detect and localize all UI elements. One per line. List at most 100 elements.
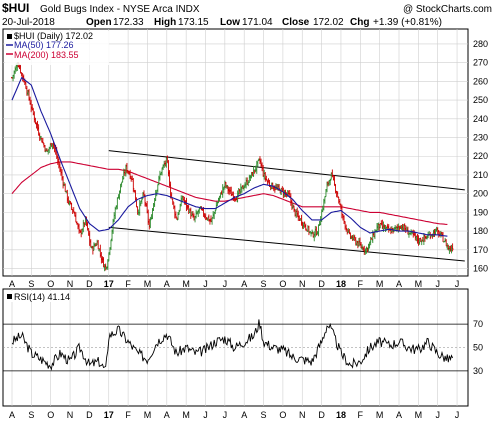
ohlc-bar xyxy=(451,243,454,252)
price-x-tick-label: A xyxy=(164,279,170,289)
open-label: Open xyxy=(86,17,112,28)
rsi-x-axis: A S O N D 17 F M A M J J A S O N D 18 F M A M J J xyxy=(9,410,459,420)
date-label: 20-Jul-2018 xyxy=(2,17,55,28)
price-x-tick-label: S xyxy=(28,279,34,289)
price-y-tick-label: 230 xyxy=(473,133,488,143)
price-x-tick-label: M xyxy=(415,279,423,289)
ohlc-bar xyxy=(225,184,228,190)
ohlc-bar xyxy=(336,191,339,198)
price-y-tick-label: 280 xyxy=(473,39,488,49)
ohlc-bar xyxy=(39,135,42,141)
ohlc-bar xyxy=(41,137,44,144)
legend-ma200: MA(200) 183.55 xyxy=(6,50,79,60)
price-grid xyxy=(3,29,468,276)
rsi-x-tick-label: J xyxy=(203,410,208,420)
rsi-x-tick-label: D xyxy=(86,410,93,420)
high-label: High xyxy=(154,17,176,28)
price-y-tick-label: 190 xyxy=(473,207,488,217)
rsi-x-tick-label: A xyxy=(164,410,170,420)
legend-ma200-text: MA(200) 183.55 xyxy=(14,50,79,60)
rsi-y-tick-label: 70 xyxy=(473,319,483,329)
ohlc-bar xyxy=(293,205,296,212)
ohlc-bar xyxy=(171,198,174,205)
ma50-layer xyxy=(11,76,448,237)
price-x-tick-label: S xyxy=(261,279,267,289)
price-x-tick-label: D xyxy=(86,279,93,289)
price-x-tick-label: J xyxy=(455,279,460,289)
ohlc-bar xyxy=(345,224,348,232)
close-value: 172.02 xyxy=(313,17,344,28)
price-y-tick-label: 160 xyxy=(473,264,488,274)
ohlc-bar xyxy=(377,222,380,231)
price-y-tick-label: 250 xyxy=(473,95,488,105)
price-x-tick-label: O xyxy=(47,279,54,289)
rsi-x-tick-label: F xyxy=(125,410,131,420)
price-x-tick-label: M xyxy=(182,279,190,289)
rsi-x-tick-label: M xyxy=(144,410,152,420)
price-x-tick-label: J xyxy=(203,279,208,289)
price-x-tick-label: 18 xyxy=(336,279,346,289)
legend-box xyxy=(5,31,109,65)
price-y-tick-label: 220 xyxy=(473,151,488,161)
ohlc-bar xyxy=(174,211,177,219)
ma50-line xyxy=(11,76,448,237)
chg-value: +1.39 (+0.81%) xyxy=(373,17,442,28)
legend-price-swatch xyxy=(7,34,12,39)
price-x-tick-label: D xyxy=(318,279,325,289)
rsi-x-tick-label: A xyxy=(396,410,402,420)
price-x-tick-label: 17 xyxy=(104,279,114,289)
ohlc-bar xyxy=(132,177,135,193)
rsi-y-tick-label: 30 xyxy=(473,366,483,376)
rsi-x-tick-label: M xyxy=(182,410,190,420)
ohlc-bar xyxy=(410,229,413,236)
rsi-x-tick-label: O xyxy=(279,410,286,420)
index-name: Gold Bugs Index - NYSE Arca INDX xyxy=(40,4,200,15)
price-x-tick-label: F xyxy=(125,279,131,289)
ohlc-bar xyxy=(189,207,192,219)
ohlc-bar xyxy=(252,165,255,177)
rsi-x-tick-label: S xyxy=(261,410,267,420)
rsi-x-tick-label: J xyxy=(455,410,460,420)
trendline xyxy=(108,150,465,191)
rsi-x-tick-label: 18 xyxy=(336,410,346,420)
ohlc-bar xyxy=(120,182,123,188)
rsi-x-tick-label: A xyxy=(9,410,15,420)
ohlc-bar xyxy=(95,242,98,247)
rsi-x-tick-label: N xyxy=(299,410,306,420)
price-x-tick-label: A xyxy=(241,279,247,289)
rsi-x-tick-label: M xyxy=(415,410,423,420)
legend-price: $HUI (Daily) 172.02 xyxy=(7,31,93,41)
rsi-y-axis: 30 50 70 xyxy=(473,319,483,376)
legend-rsi-text: RSI(14) 41.14 xyxy=(14,292,70,302)
price-x-tick-label: M xyxy=(144,279,152,289)
price-y-tick-label: 270 xyxy=(473,58,488,68)
trendline xyxy=(108,226,465,262)
legend-rsi-box xyxy=(5,291,65,302)
price-y-tick-label: 180 xyxy=(473,226,488,236)
rsi-x-tick-label: S xyxy=(28,410,34,420)
ticker-label: $HUI xyxy=(2,1,29,15)
legend-rsi: RSI(14) 41.14 xyxy=(5,291,70,302)
price-x-tick-label: A xyxy=(9,279,15,289)
ohlc-bar xyxy=(70,202,73,211)
price-x-tick-label: O xyxy=(279,279,286,289)
ohlc-bar xyxy=(304,223,307,231)
rsi-x-tick-label: N xyxy=(67,410,74,420)
rsi-x-tick-label: 17 xyxy=(104,410,114,420)
price-x-tick-label: F xyxy=(358,279,364,289)
ohlc-bar xyxy=(308,231,311,234)
price-x-tick-label: N xyxy=(299,279,306,289)
rsi-y-tick-label: 50 xyxy=(473,343,483,353)
price-x-axis: A S O N D 17 F M A M J J A S O N D 18 F M A M J J xyxy=(9,279,459,289)
trend-channel xyxy=(108,150,465,262)
legend-ma50-text: MA(50) 177.26 xyxy=(14,40,74,50)
price-bars xyxy=(11,62,454,272)
price-x-tick-label: N xyxy=(67,279,74,289)
price-x-tick-label: J xyxy=(435,279,440,289)
low-label: Low xyxy=(220,17,240,28)
price-y-tick-label: 200 xyxy=(473,189,488,199)
ohlc-bar xyxy=(178,209,181,215)
low-value: 171.04 xyxy=(242,17,273,28)
ohlc-bar xyxy=(149,216,152,229)
ohlc-bar xyxy=(214,209,217,215)
